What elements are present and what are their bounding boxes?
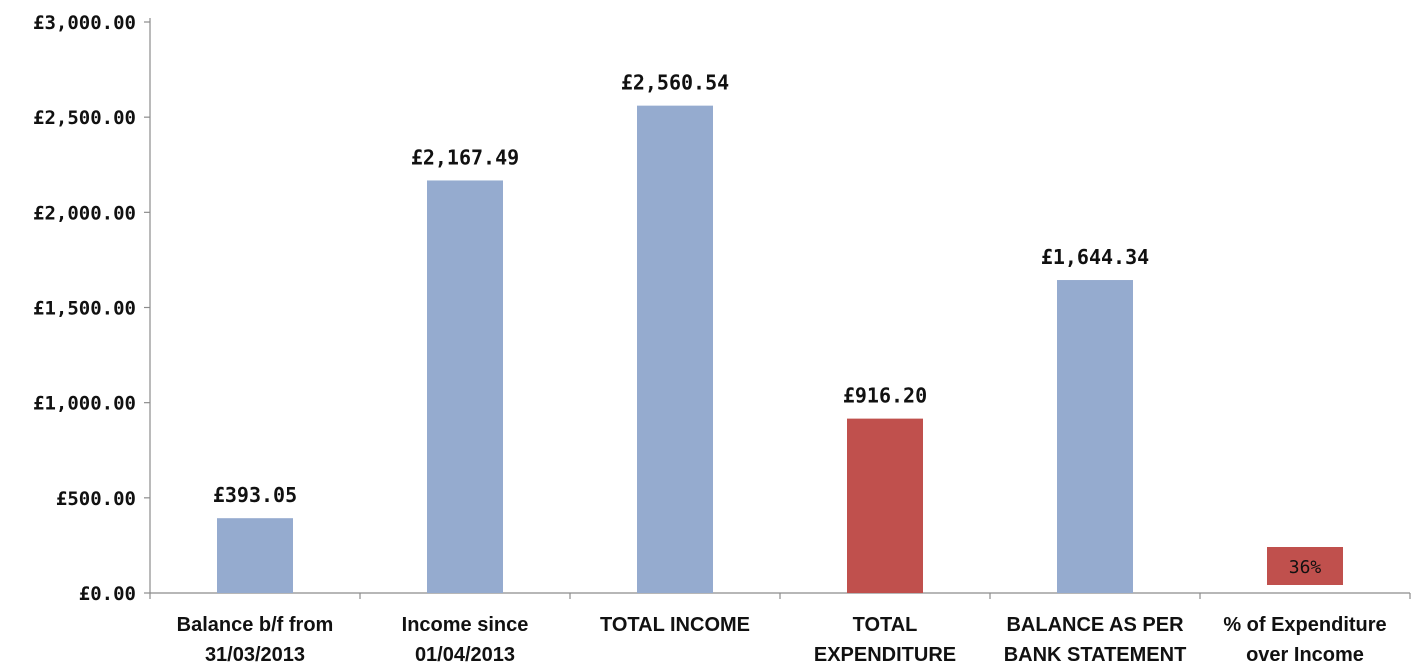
x-axis: Balance b/f from 31/03/2013 Income since 01… bbox=[149, 592, 1411, 666]
y-tick-label: £3,000.00 bbox=[33, 12, 136, 34]
data-labels: £393.05 £2,167.49 £2,560.54 £916.20 £1,644.3… bbox=[213, 71, 1322, 578]
category-label: TOTAL EXPENDITURE bbox=[814, 614, 956, 666]
y-tick-label: £2,500.00 bbox=[33, 107, 136, 129]
category-label-line: Balance b/f from bbox=[177, 614, 334, 636]
bar bbox=[1267, 547, 1343, 585]
bar bbox=[217, 518, 293, 593]
data-label: £2,167.49 bbox=[411, 145, 519, 169]
category-label-line: BANK STATEMENT bbox=[1004, 644, 1187, 666]
y-axis: £0.00 £500.00 £1,000.00 £1,500.00 £2,000.00 £… bbox=[33, 12, 151, 605]
category-label: BALANCE AS PER BANK STATEMENT bbox=[1004, 614, 1187, 666]
data-label: £916.20 bbox=[843, 384, 927, 408]
category-label-line: 01/04/2013 bbox=[415, 644, 515, 666]
bar bbox=[1057, 280, 1133, 593]
category-label: % of Expenditure over Income bbox=[1223, 614, 1386, 666]
y-tick-label: £2,000.00 bbox=[33, 202, 136, 224]
y-tick-label: £1,000.00 bbox=[33, 393, 136, 415]
category-label-line: 31/03/2013 bbox=[205, 644, 305, 666]
category-label-line: BALANCE AS PER bbox=[1006, 614, 1184, 636]
category-label: TOTAL INCOME bbox=[600, 614, 750, 636]
category-label-line: Income since bbox=[402, 614, 529, 636]
data-label: £1,644.34 bbox=[1041, 245, 1149, 269]
data-label: £393.05 bbox=[213, 483, 297, 507]
category-label-line: EXPENDITURE bbox=[814, 644, 956, 666]
category-label-line: TOTAL bbox=[853, 614, 918, 636]
category-label-line: % of Expenditure bbox=[1223, 614, 1386, 636]
category-label: Balance b/f from 31/03/2013 bbox=[177, 614, 334, 666]
category-label-line: TOTAL INCOME bbox=[600, 614, 750, 636]
data-label: 36% bbox=[1289, 557, 1322, 578]
bar bbox=[847, 418, 923, 593]
bar bbox=[427, 180, 503, 593]
bars bbox=[217, 105, 1343, 593]
y-tick-label: £0.00 bbox=[79, 583, 136, 605]
category-label-line: over Income bbox=[1246, 644, 1364, 666]
category-label: Income since 01/04/2013 bbox=[402, 614, 529, 666]
y-tick-label: £500.00 bbox=[56, 488, 136, 510]
data-label: £2,560.54 bbox=[621, 71, 729, 95]
bar bbox=[637, 105, 713, 593]
y-tick-label: £1,500.00 bbox=[33, 298, 136, 320]
